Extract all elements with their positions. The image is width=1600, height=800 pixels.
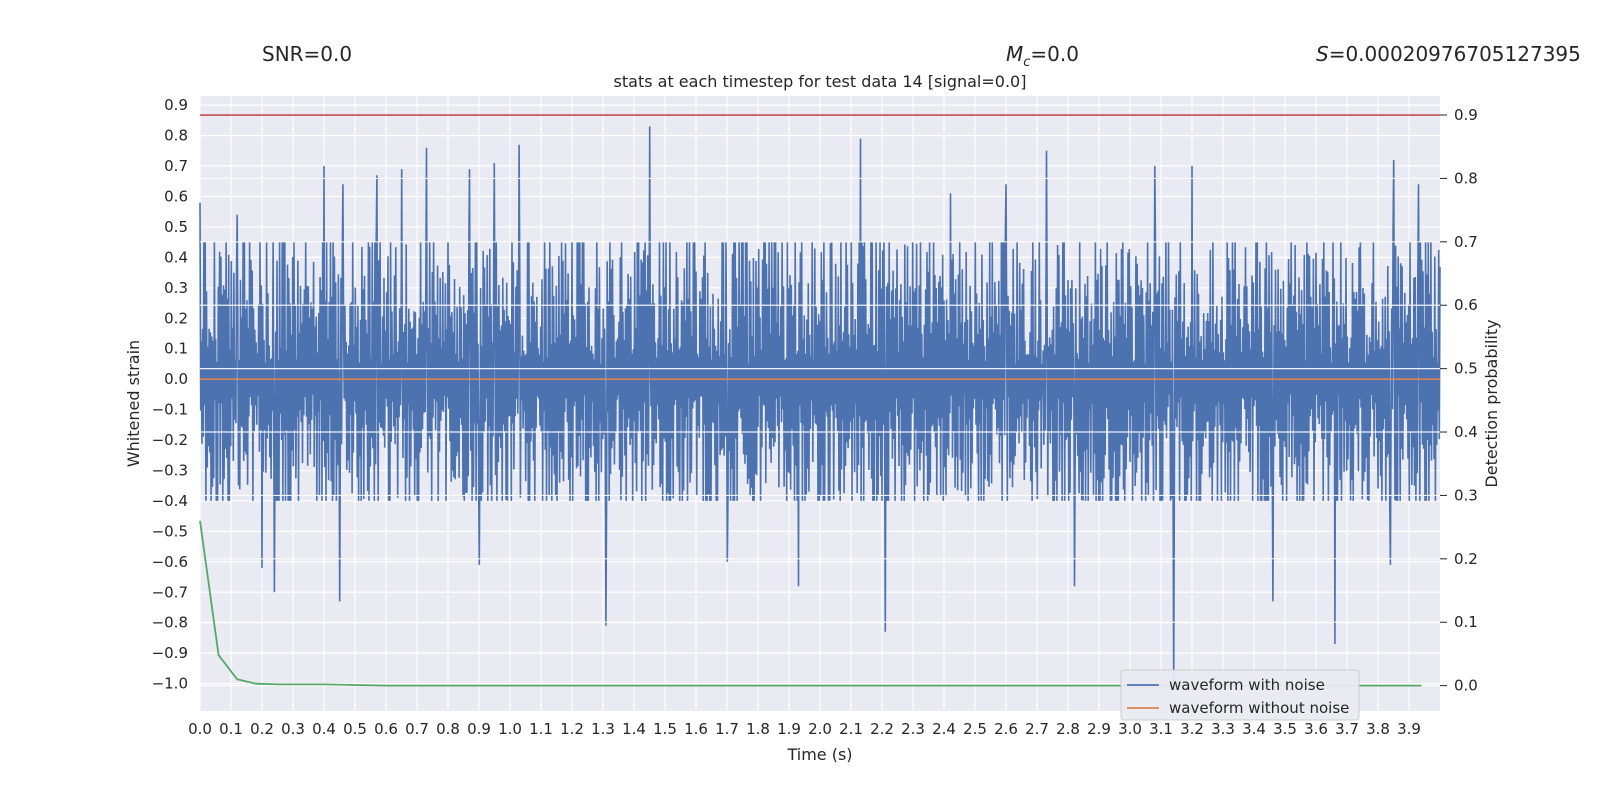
x-tick-label: 3.2: [1180, 720, 1204, 738]
legend-box: [1120, 669, 1360, 721]
y-tick-label: 0.3: [164, 279, 188, 297]
x-tick-label: 1.7: [715, 720, 739, 738]
mc-symbol: M: [1006, 42, 1024, 66]
series-waveform-with-noise: [199, 126, 1441, 681]
y-tick-label: −0.3: [152, 461, 188, 479]
y-tick-label: −0.2: [152, 431, 188, 449]
y2-tick-label: 0.3: [1454, 486, 1478, 504]
x-tick-label: 1.6: [684, 720, 708, 738]
y-tick-label: 0.8: [164, 127, 188, 145]
y-tick-label: 0.2: [164, 309, 188, 327]
y-tick-label: −1.0: [152, 675, 188, 693]
y-tick-label: 0.1: [164, 340, 188, 358]
x-tick-label: 2.7: [1025, 720, 1049, 738]
y2-axis-label: Detection probability: [1482, 319, 1501, 487]
series-detection-probability: [199, 520, 1422, 687]
y-tick-label: −0.6: [152, 553, 188, 571]
legend-label: waveform without noise: [1169, 699, 1349, 717]
y-tick-label: 0.4: [164, 248, 188, 266]
y-tick-label: 0.7: [164, 157, 188, 175]
x-tick-label: 0.7: [405, 720, 429, 738]
y2-tick-label: 0.4: [1454, 423, 1478, 441]
y-tick-label: −0.8: [152, 614, 188, 632]
y-tick-label: 0.5: [164, 218, 188, 236]
x-tick-label: 2.5: [963, 720, 987, 738]
y-tick-label: −0.9: [152, 644, 188, 662]
y-tick-label: −0.5: [152, 522, 188, 540]
y-axis-label: Whitened strain: [124, 340, 143, 467]
x-tick-label: 3.4: [1242, 720, 1266, 738]
x-tick-label: 3.1: [1149, 720, 1173, 738]
header-chirp-mass: Mc=0.0: [1006, 42, 1079, 70]
x-tick-label: 0.2: [250, 720, 274, 738]
s-value: =0.00020976705127395: [1328, 42, 1581, 66]
x-tick-label: 0.8: [436, 720, 460, 738]
y-tick-label: −0.1: [152, 401, 188, 419]
x-tick-label: 3.9: [1397, 720, 1421, 738]
x-tick-label: 2.3: [901, 720, 925, 738]
header-statistic: S=0.00020976705127395: [1316, 42, 1581, 66]
x-tick-label: 1.5: [653, 720, 677, 738]
x-tick-label: 2.1: [839, 720, 863, 738]
y2-tick-label: 0.2: [1454, 550, 1478, 568]
x-tick-label: 2.6: [994, 720, 1018, 738]
x-tick-label: 2.2: [870, 720, 894, 738]
x-tick-label: 1.3: [591, 720, 615, 738]
s-symbol: S: [1316, 42, 1329, 66]
x-tick-label: 0.3: [281, 720, 305, 738]
legend-label: waveform with noise: [1169, 676, 1325, 694]
chart-title: stats at each timestep for test data 14 …: [614, 72, 1027, 91]
x-tick-label: 1.0: [498, 720, 522, 738]
x-tick-label: 1.8: [746, 720, 770, 738]
x-tick-label: 1.4: [622, 720, 646, 738]
y2-tick-label: 0.0: [1454, 677, 1478, 695]
y2-tick-label: 0.1: [1454, 613, 1478, 631]
x-tick-label: 0.5: [343, 720, 367, 738]
x-tick-label: 1.1: [529, 720, 553, 738]
x-tick-label: 3.3: [1211, 720, 1235, 738]
x-tick-label: 3.0: [1118, 720, 1142, 738]
x-tick-label: 0.9: [467, 720, 491, 738]
y-tick-label: −0.7: [152, 583, 188, 601]
x-tick-label: 0.6: [374, 720, 398, 738]
y2-tick-label: 0.9: [1454, 106, 1478, 124]
x-tick-label: 1.9: [777, 720, 801, 738]
x-tick-label: 1.2: [560, 720, 584, 738]
y-tick-label: 0.0: [164, 370, 188, 388]
y-tick-label: −0.4: [152, 492, 188, 510]
x-tick-label: 3.7: [1335, 720, 1359, 738]
y-tick-label: 0.9: [164, 96, 188, 114]
x-tick-label: 2.9: [1087, 720, 1111, 738]
header-snr: SNR=0.0: [262, 42, 353, 66]
x-tick-label: 3.5: [1273, 720, 1297, 738]
mc-subscript: c: [1023, 55, 1031, 70]
x-axis-label: Time (s): [786, 745, 852, 764]
x-tick-label: 2.4: [932, 720, 956, 738]
y-tick-label: 0.6: [164, 187, 188, 205]
x-tick-label: 2.0: [808, 720, 832, 738]
y2-tick-label: 0.6: [1454, 296, 1478, 314]
x-tick-label: 0.4: [312, 720, 336, 738]
x-tick-label: 3.8: [1366, 720, 1390, 738]
x-tick-label: 2.8: [1056, 720, 1080, 738]
y2-tick-label: 0.8: [1454, 169, 1478, 187]
x-tick-label: 3.6: [1304, 720, 1328, 738]
mc-value: =0.0: [1030, 42, 1079, 66]
x-tick-label: 0.0: [188, 720, 212, 738]
y2-tick-label: 0.7: [1454, 233, 1478, 251]
x-tick-label: 0.1: [219, 720, 243, 738]
y2-tick-label: 0.5: [1454, 360, 1478, 378]
